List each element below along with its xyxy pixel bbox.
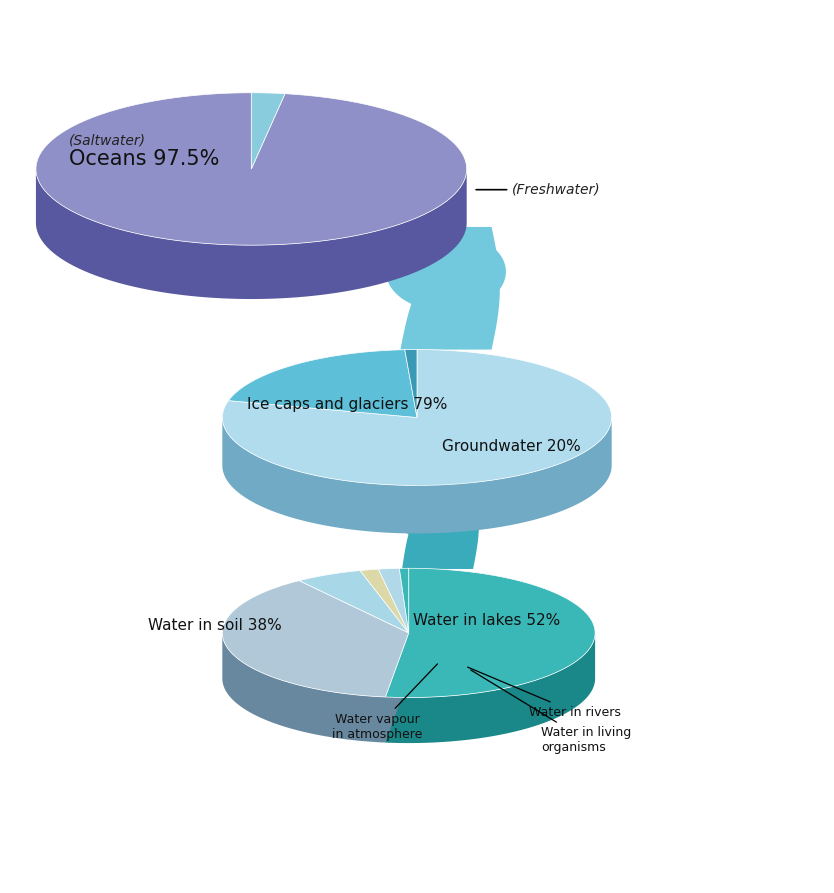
Polygon shape xyxy=(403,472,479,568)
Polygon shape xyxy=(385,568,595,697)
Polygon shape xyxy=(223,418,611,533)
Polygon shape xyxy=(251,93,285,169)
Text: Ice caps and glaciers 79%: Ice caps and glaciers 79% xyxy=(247,397,448,413)
Text: Water in lakes 52%: Water in lakes 52% xyxy=(413,613,560,628)
Polygon shape xyxy=(387,233,505,311)
Polygon shape xyxy=(400,227,500,349)
Polygon shape xyxy=(223,349,611,486)
Text: (Freshwater): (Freshwater) xyxy=(476,183,600,196)
Polygon shape xyxy=(394,482,481,541)
Text: Water vapour
in atmosphere: Water vapour in atmosphere xyxy=(332,663,438,741)
Polygon shape xyxy=(299,571,409,633)
Polygon shape xyxy=(36,93,467,246)
Text: (Saltwater): (Saltwater) xyxy=(69,133,146,147)
Text: Water in living
organisms: Water in living organisms xyxy=(470,670,631,755)
Text: Oceans 97.5%: Oceans 97.5% xyxy=(69,149,219,169)
Text: Water in rivers: Water in rivers xyxy=(468,667,620,719)
Polygon shape xyxy=(229,350,417,418)
Text: Water in soil 38%: Water in soil 38% xyxy=(148,619,282,633)
Polygon shape xyxy=(404,349,417,418)
Polygon shape xyxy=(399,568,409,633)
Polygon shape xyxy=(385,633,409,743)
Polygon shape xyxy=(36,169,467,299)
Polygon shape xyxy=(223,633,385,743)
Polygon shape xyxy=(223,580,409,697)
Text: Groundwater 20%: Groundwater 20% xyxy=(442,439,580,455)
Polygon shape xyxy=(360,569,409,633)
Polygon shape xyxy=(385,633,409,743)
Polygon shape xyxy=(379,568,409,633)
Polygon shape xyxy=(385,633,595,743)
